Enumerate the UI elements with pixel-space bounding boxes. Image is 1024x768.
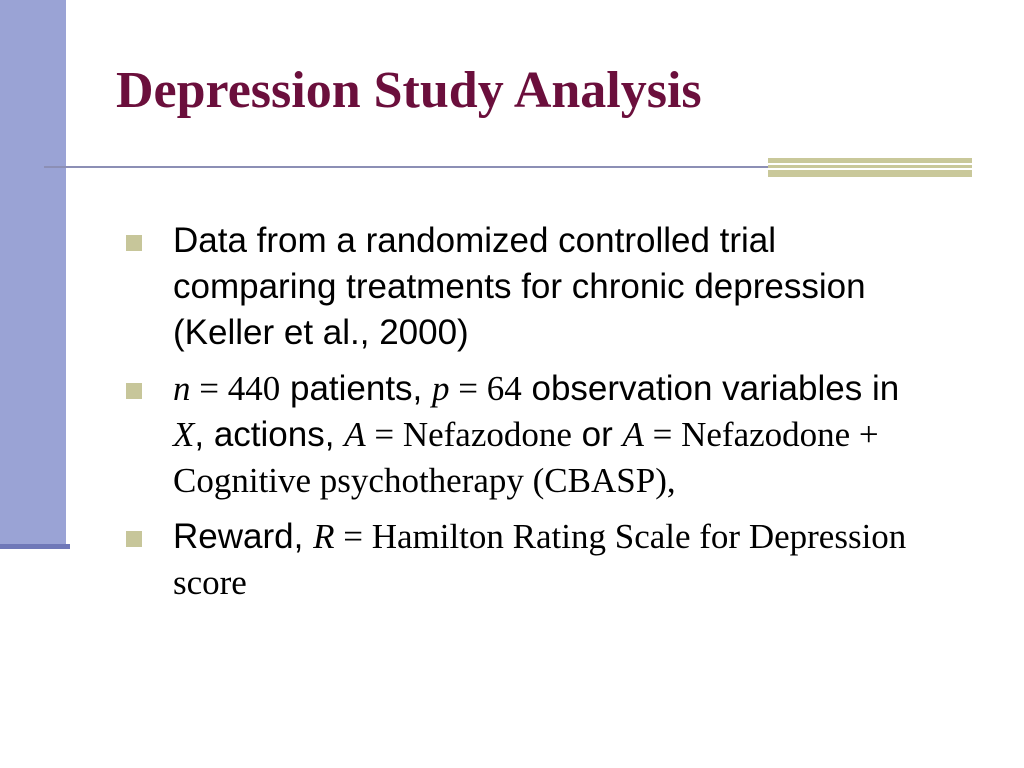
side-accent-edge (0, 544, 70, 549)
bullet-text: Data from a randomized controlled trial … (173, 221, 866, 352)
divider-accent (768, 158, 972, 180)
a1-value: = Nefazodone (365, 415, 572, 454)
n-symbol: n (173, 369, 191, 408)
a1-symbol: A (344, 415, 366, 454)
x-symbol: X (173, 415, 195, 454)
accent-bar-top (768, 158, 972, 163)
a2-value: = Nefazodone + Cognitive psychotherapy (… (173, 415, 879, 500)
text-patients: patients, (280, 369, 433, 408)
r-value: = Hamilton Rating Scale for Depression s… (173, 517, 907, 602)
text-or: or (571, 415, 623, 454)
r-symbol: R (313, 517, 335, 556)
a2-symbol: A (622, 415, 644, 454)
accent-bar-bottom (768, 170, 972, 177)
p-value: = 64 (449, 369, 522, 408)
bullet-item-study-data: Data from a randomized controlled trial … (126, 218, 926, 356)
bullet-item-variables: n = 440 patients, p = 64 observation var… (126, 366, 926, 504)
text-observation: observation variables in (521, 369, 900, 408)
p-symbol: p (432, 369, 450, 408)
side-accent-bar (0, 0, 66, 548)
accent-bar-middle (768, 165, 972, 168)
bullet-square-icon (126, 235, 142, 251)
title-divider (44, 166, 769, 168)
slide-title: Depression Study Analysis (116, 62, 702, 119)
bullet-item-reward: Reward, R = Hamilton Rating Scale for De… (126, 514, 926, 606)
bullet-square-icon (126, 383, 142, 399)
text-actions: , actions, (194, 415, 345, 454)
text-reward: Reward, (173, 517, 314, 556)
bullet-square-icon (126, 531, 142, 547)
bullet-list: Data from a randomized controlled trial … (126, 218, 926, 616)
n-value: = 440 (190, 369, 281, 408)
